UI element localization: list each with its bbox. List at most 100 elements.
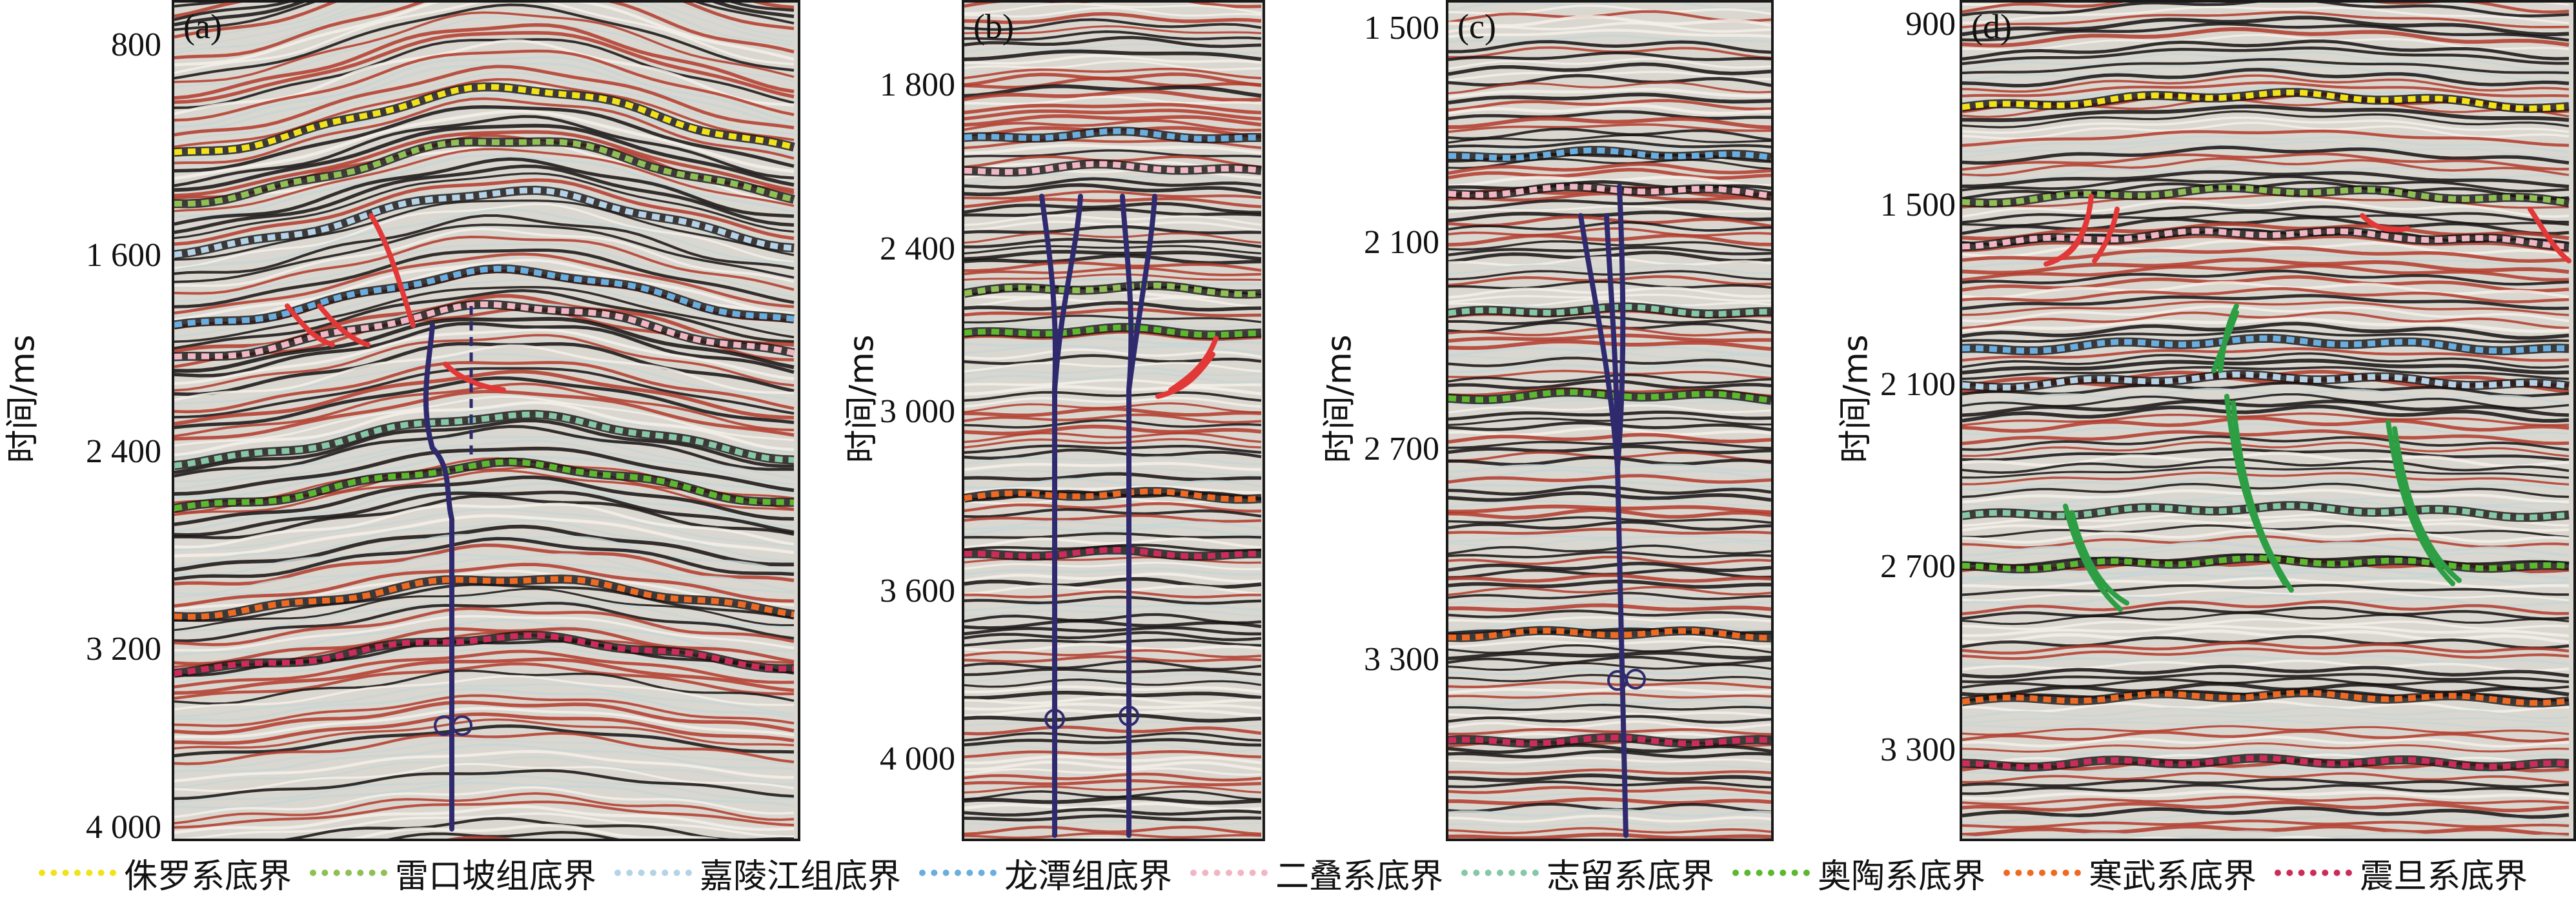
legend-item-sinian: 震旦系底界 bbox=[2275, 849, 2528, 897]
panel-b: (b) bbox=[962, 0, 1265, 841]
fault-red bbox=[443, 362, 506, 393]
legend-label: 侏罗系底界 bbox=[124, 857, 292, 896]
legend-item-ordovician: 奥陶系底界 bbox=[1732, 849, 1985, 897]
seismic-section-d bbox=[1962, 3, 2573, 839]
d-tick-4: 2 700 bbox=[1880, 548, 1956, 585]
legend-swatch bbox=[1190, 870, 1268, 876]
well-trajectory bbox=[423, 323, 454, 832]
c-y-axis-label: 时间/ms bbox=[1320, 334, 1359, 464]
legend-item-jurassic: 侏罗系底界 bbox=[39, 849, 292, 897]
legend-label: 寒武系底界 bbox=[2089, 857, 2257, 896]
panel-b-label: (b) bbox=[973, 7, 1014, 46]
horizon-leikoupo bbox=[1962, 185, 2570, 207]
panel-c-label: (c) bbox=[1457, 7, 1496, 46]
legend-swatch bbox=[2003, 870, 2082, 876]
legend-label: 嘉陵江组底界 bbox=[700, 857, 902, 896]
b-tick-2: 2 400 bbox=[880, 230, 955, 267]
well-trajectory bbox=[1615, 184, 1626, 470]
horizon-longtan bbox=[1962, 335, 2570, 354]
a-y-axis-label: 时间/ms bbox=[3, 334, 43, 464]
horizon-permian bbox=[1962, 228, 2570, 250]
c-tick-3: 2 700 bbox=[1364, 431, 1439, 467]
horizon-sinian bbox=[964, 547, 1262, 560]
fault-green bbox=[2063, 504, 2123, 612]
legend-label: 奥陶系底界 bbox=[1818, 857, 1986, 896]
horizon-ordovician bbox=[964, 324, 1262, 338]
horizon-jialingjiang bbox=[174, 187, 795, 258]
legend-item-jialingjiang: 嘉陵江组底界 bbox=[614, 849, 901, 897]
fault-red bbox=[317, 303, 370, 347]
b-tick-4: 3 600 bbox=[880, 573, 955, 609]
fault-green bbox=[2231, 400, 2294, 593]
legend-swatch bbox=[614, 870, 693, 876]
perforation-marker bbox=[1625, 669, 1646, 689]
horizon-underlay bbox=[1448, 733, 1771, 748]
seismic-reflectors bbox=[1448, 3, 1771, 839]
horizon-ordovician bbox=[174, 458, 795, 511]
perforation-marker bbox=[1119, 706, 1139, 726]
seismic-reflectors bbox=[964, 3, 1262, 839]
fault-red bbox=[2360, 213, 2410, 232]
horizon-sinian bbox=[1962, 755, 2570, 770]
a-tick-4: 3 200 bbox=[86, 631, 161, 668]
legend-item-longtan: 龙潭组底界 bbox=[919, 849, 1172, 897]
horizon-jurassic bbox=[174, 83, 795, 156]
horizon-cambrian bbox=[174, 576, 795, 620]
panel-d-label: (d) bbox=[1971, 7, 2012, 46]
legend-item-leikoupo: 雷口坡组底界 bbox=[310, 849, 596, 897]
legend-item-permian: 二叠系底界 bbox=[1190, 849, 1443, 897]
horizon-silurian bbox=[1962, 502, 2570, 521]
perforation-marker bbox=[452, 715, 472, 736]
b-tick-1: 1 800 bbox=[880, 66, 955, 103]
well-trajectory bbox=[1126, 194, 1157, 393]
c-tick-2: 2 100 bbox=[1364, 224, 1439, 261]
fault-red bbox=[1168, 336, 1219, 393]
legend-label: 龙潭组底界 bbox=[1004, 857, 1173, 896]
c-tick-4: 3 300 bbox=[1364, 641, 1439, 678]
fault-red bbox=[2044, 213, 2091, 267]
horizon-cambrian bbox=[1962, 689, 2570, 706]
legend-item-silurian: 志留系底界 bbox=[1461, 849, 1714, 897]
horizon-leikoupo bbox=[174, 139, 795, 207]
horizon-underlay bbox=[1448, 182, 1771, 201]
d-y-axis-label: 时间/ms bbox=[1836, 334, 1876, 464]
legend-label: 雷口坡组底界 bbox=[395, 857, 597, 896]
fault-green bbox=[2386, 420, 2455, 586]
b-y-axis-label: 时间/ms bbox=[842, 334, 882, 464]
horizon-cambrian bbox=[964, 488, 1262, 502]
panel-a: (a) bbox=[172, 0, 800, 841]
horizon-jialingjiang bbox=[1962, 371, 2570, 391]
horizon-longtan bbox=[174, 265, 795, 328]
horizon-ordovician bbox=[1962, 555, 2570, 572]
legend-swatch bbox=[39, 870, 116, 876]
fault-red bbox=[1155, 352, 1215, 399]
panel-d: (d) bbox=[1960, 0, 2576, 841]
a-tick-5: 4 000 bbox=[86, 809, 161, 846]
legend-label: 二叠系底界 bbox=[1275, 857, 1444, 896]
fault-red bbox=[2528, 207, 2571, 263]
perforation-marker bbox=[1044, 709, 1065, 730]
fault-red bbox=[2092, 207, 2120, 263]
seismic-section-b bbox=[964, 3, 1263, 839]
panel-c: (c) bbox=[1446, 0, 1774, 841]
horizon-permian bbox=[964, 161, 1262, 176]
d-tick-3: 2 100 bbox=[1880, 366, 1956, 403]
b-tick-5: 4 000 bbox=[880, 740, 955, 777]
legend-swatch bbox=[1461, 870, 1539, 876]
legend-item-cambrian: 寒武系底界 bbox=[2003, 849, 2257, 897]
horizon-silurian bbox=[174, 411, 795, 469]
horizon-sinian bbox=[174, 632, 794, 677]
d-tick-1: 900 bbox=[1905, 6, 1956, 43]
a-tick-3: 2 400 bbox=[86, 433, 161, 470]
legend-swatch bbox=[919, 870, 997, 876]
a-tick-2: 1 600 bbox=[86, 237, 161, 274]
c-tick-1: 1 500 bbox=[1364, 10, 1439, 46]
b-tick-3: 3 000 bbox=[880, 393, 955, 430]
a-tick-1: 800 bbox=[111, 26, 161, 63]
legend-swatch bbox=[1732, 870, 1810, 876]
seismic-section-c bbox=[1448, 3, 1771, 839]
legend-swatch bbox=[310, 870, 388, 876]
fault-red bbox=[369, 213, 416, 328]
horizon-jurassic bbox=[1962, 89, 2570, 112]
fault-green bbox=[2392, 426, 2462, 583]
